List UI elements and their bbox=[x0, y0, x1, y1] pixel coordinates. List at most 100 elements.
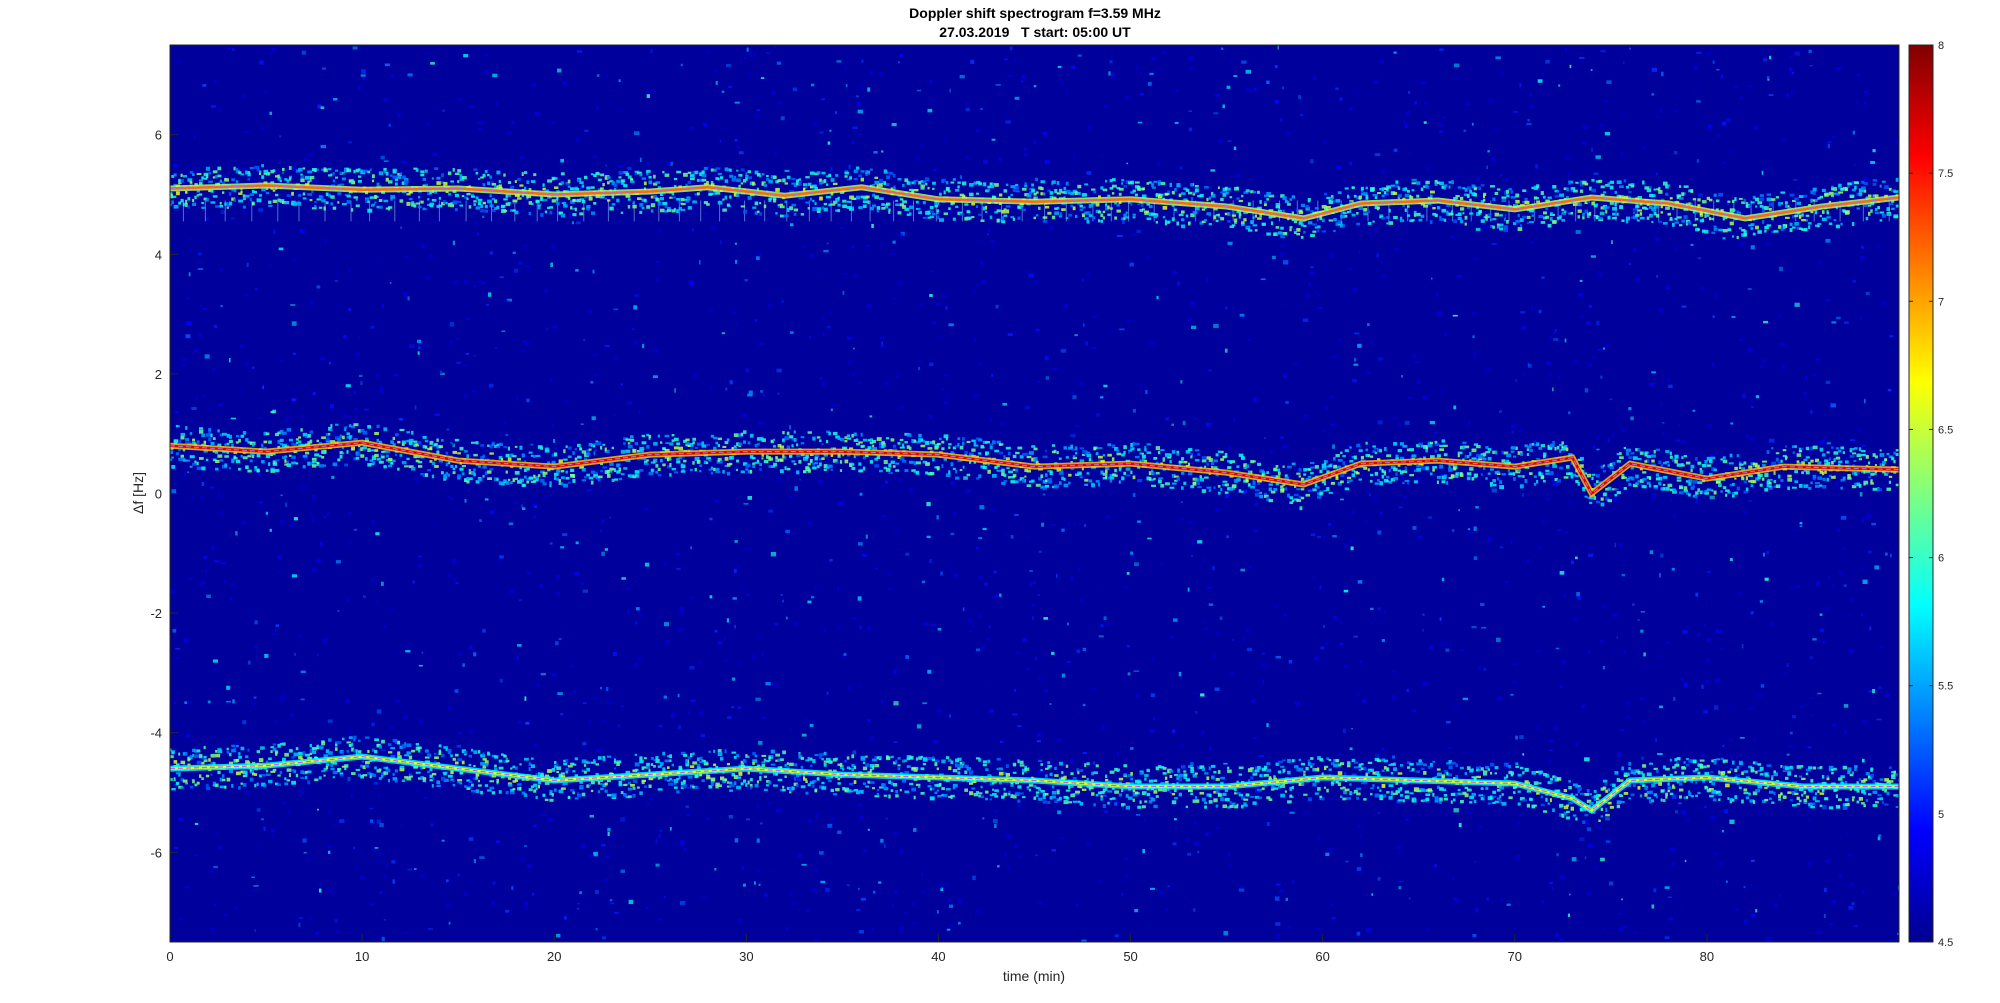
noise-speckle bbox=[1846, 833, 1848, 836]
noise-speckle bbox=[518, 261, 523, 265]
noise-speckle bbox=[1046, 787, 1052, 791]
noise-speckle bbox=[358, 334, 361, 339]
noise-speckle bbox=[1337, 202, 1339, 206]
noise-speckle bbox=[557, 68, 562, 73]
noise-speckle bbox=[187, 297, 189, 300]
trace-speckle bbox=[1264, 201, 1267, 204]
noise-speckle bbox=[1021, 80, 1024, 83]
noise-speckle bbox=[1285, 400, 1289, 405]
noise-speckle bbox=[1878, 686, 1882, 690]
trace-speckle bbox=[1132, 189, 1136, 193]
noise-speckle bbox=[1045, 449, 1047, 453]
trace-speckle bbox=[1644, 207, 1649, 210]
noise-speckle bbox=[862, 849, 867, 853]
noise-speckle bbox=[185, 210, 188, 213]
noise-speckle bbox=[1750, 436, 1754, 441]
trace-speckle bbox=[178, 439, 182, 443]
noise-speckle bbox=[1712, 798, 1717, 802]
trace-speckle bbox=[934, 204, 939, 208]
noise-speckle bbox=[319, 883, 322, 886]
noise-speckle bbox=[1768, 94, 1774, 96]
noise-speckle bbox=[1766, 551, 1770, 555]
noise-speckle bbox=[842, 290, 845, 295]
noise-speckle bbox=[614, 357, 618, 362]
trace-speckle bbox=[1141, 194, 1147, 198]
noise-speckle bbox=[572, 690, 577, 694]
noise-speckle bbox=[908, 488, 914, 493]
trace-speckle bbox=[399, 199, 404, 203]
noise-speckle bbox=[802, 246, 805, 249]
noise-speckle bbox=[755, 697, 761, 701]
noise-speckle bbox=[1612, 469, 1616, 472]
noise-speckle bbox=[926, 502, 931, 507]
noise-speckle bbox=[1474, 456, 1479, 461]
noise-speckle bbox=[1357, 580, 1363, 584]
trace-speckle bbox=[832, 182, 838, 186]
noise-speckle bbox=[503, 300, 509, 303]
noise-speckle bbox=[1236, 773, 1240, 778]
noise-speckle bbox=[1066, 661, 1072, 663]
noise-speckle bbox=[218, 845, 221, 850]
trace-speckle bbox=[464, 196, 468, 199]
noise-speckle bbox=[1731, 316, 1736, 318]
noise-speckle bbox=[710, 458, 713, 463]
noise-speckle bbox=[999, 740, 1004, 743]
trace-speckle bbox=[1310, 209, 1314, 213]
trace-speckle bbox=[1868, 204, 1872, 207]
noise-speckle bbox=[1789, 56, 1793, 59]
noise-speckle bbox=[1779, 483, 1784, 487]
noise-speckle bbox=[556, 575, 560, 579]
trace-speckle bbox=[897, 178, 902, 181]
trace-speckle bbox=[1658, 220, 1662, 223]
noise-speckle bbox=[1861, 518, 1864, 523]
trace-speckle bbox=[1231, 224, 1236, 227]
noise-speckle bbox=[754, 53, 756, 56]
noise-speckle bbox=[242, 720, 247, 725]
trace-speckle bbox=[701, 178, 707, 182]
noise-speckle bbox=[1747, 348, 1753, 353]
noise-speckle bbox=[1429, 420, 1435, 425]
noise-speckle bbox=[1555, 328, 1557, 332]
trace-speckle bbox=[1755, 197, 1760, 202]
trace-speckle bbox=[475, 206, 481, 210]
trace-speckle bbox=[1490, 218, 1493, 221]
trace-speckle bbox=[793, 212, 797, 216]
trace-speckle bbox=[985, 205, 988, 210]
trace-speckle bbox=[874, 180, 880, 185]
trace-speckle bbox=[1086, 211, 1091, 215]
trace-speckle bbox=[199, 193, 203, 196]
noise-speckle bbox=[591, 416, 596, 421]
noise-speckle bbox=[316, 285, 321, 289]
trace-speckle bbox=[1572, 203, 1576, 206]
trace-speckle bbox=[775, 187, 780, 192]
trace-speckle bbox=[593, 174, 597, 177]
trace-speckle bbox=[1075, 214, 1078, 218]
noise-speckle bbox=[194, 349, 199, 353]
trace-speckle bbox=[1563, 187, 1568, 191]
trace-speckle bbox=[1743, 198, 1747, 203]
noise-speckle bbox=[1369, 340, 1374, 344]
trace-speckle bbox=[1835, 192, 1841, 196]
trace-speckle bbox=[1616, 194, 1622, 199]
noise-speckle bbox=[427, 928, 433, 930]
trace-speckle bbox=[1381, 217, 1386, 220]
trace-speckle bbox=[1503, 225, 1508, 229]
trace-speckle bbox=[429, 204, 434, 208]
noise-speckle bbox=[478, 128, 482, 131]
noise-speckle bbox=[1378, 357, 1383, 361]
trace-speckle bbox=[1259, 213, 1262, 218]
trace-speckle bbox=[625, 193, 630, 197]
noise-speckle bbox=[1309, 271, 1315, 275]
trace-speckle bbox=[992, 195, 996, 199]
noise-speckle bbox=[975, 546, 980, 550]
trace-speckle bbox=[830, 191, 834, 196]
noise-speckle bbox=[1710, 815, 1716, 820]
trace-speckle bbox=[1427, 202, 1432, 206]
trace-speckle bbox=[277, 198, 281, 202]
chart-title: Doppler shift spectrogram f=3.59 MHz bbox=[909, 5, 1161, 21]
noise-speckle bbox=[1452, 314, 1458, 317]
trace-speckle bbox=[1817, 197, 1821, 200]
trace-speckle bbox=[1556, 190, 1559, 193]
noise-speckle bbox=[847, 336, 853, 340]
trace-speckle bbox=[275, 193, 279, 197]
